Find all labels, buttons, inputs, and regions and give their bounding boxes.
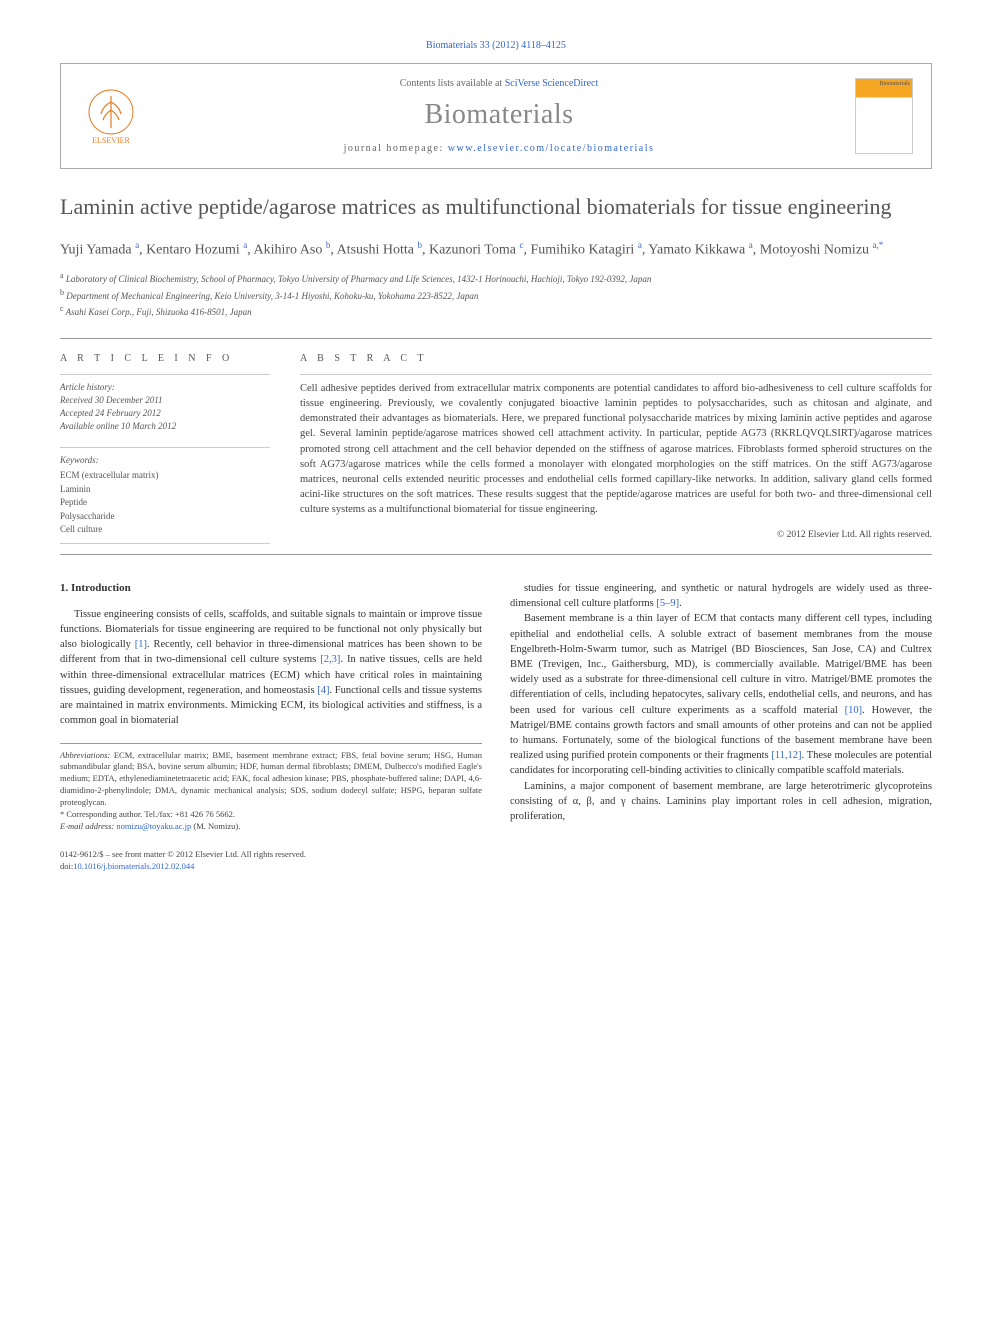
keyword: Peptide — [60, 496, 270, 510]
keyword: ECM (extracellular matrix) — [60, 469, 270, 483]
cover-label: Biomaterials — [879, 81, 910, 87]
abstract-copyright: © 2012 Elsevier Ltd. All rights reserved… — [300, 530, 932, 540]
keywords-block: Keywords: ECM (extracellular matrix) Lam… — [60, 447, 270, 544]
abbreviations-footnote: Abbreviations: ECM, extracellular matrix… — [60, 750, 482, 809]
footnotes: Abbreviations: ECM, extracellular matrix… — [60, 743, 482, 833]
journal-header-box: ELSEVIER Contents lists available at Sci… — [60, 63, 932, 169]
doi-link[interactable]: 10.1016/j.biomaterials.2012.02.044 — [73, 861, 194, 871]
elsevier-logo: ELSEVIER — [79, 80, 143, 152]
sciencedirect-link[interactable]: SciVerse ScienceDirect — [505, 78, 599, 89]
email-suffix: (M. Nomizu). — [191, 821, 240, 831]
info-abstract-row: A R T I C L E I N F O Article history: R… — [60, 353, 932, 544]
section-heading-introduction: 1. Introduction — [60, 581, 482, 597]
article-info-column: A R T I C L E I N F O Article history: R… — [60, 353, 270, 544]
history-received: Received 30 December 2011 — [60, 394, 270, 407]
journal-cover-thumbnail: Biomaterials — [855, 78, 913, 154]
contents-available-line: Contents lists available at SciVerse Sci… — [161, 78, 837, 89]
body-paragraph: Tissue engineering consists of cells, sc… — [60, 607, 482, 729]
copyright-front-matter: 0142-9612/$ – see front matter © 2012 El… — [60, 849, 932, 861]
keyword: Cell culture — [60, 523, 270, 537]
body-columns: 1. Introduction Tissue engineering consi… — [60, 581, 932, 833]
body-paragraph: Basement membrane is a thin layer of ECM… — [510, 611, 932, 778]
email-footnote: E-mail address: nomizu@toyaku.ac.jp (M. … — [60, 821, 482, 833]
keywords-heading: Keywords: — [60, 454, 270, 468]
article-title: Laminin active peptide/agarose matrices … — [60, 193, 932, 221]
abstract-column: A B S T R A C T Cell adhesive peptides d… — [300, 353, 932, 544]
corresponding-email-link[interactable]: nomizu@toyaku.ac.jp — [116, 821, 191, 831]
divider — [60, 554, 932, 555]
body-paragraph: Laminins, a major component of basement … — [510, 779, 932, 825]
history-online: Available online 10 March 2012 — [60, 420, 270, 433]
article-history-block: Article history: Received 30 December 20… — [60, 374, 270, 433]
abbrev-label: Abbreviations: — [60, 750, 110, 760]
elsevier-label: ELSEVIER — [92, 136, 130, 145]
header-center: Contents lists available at SciVerse Sci… — [161, 78, 837, 154]
article-info-label: A R T I C L E I N F O — [60, 353, 270, 364]
body-column-right: studies for tissue engineering, and synt… — [510, 581, 932, 833]
history-heading: Article history: — [60, 381, 270, 394]
abstract-text: Cell adhesive peptides derived from extr… — [300, 374, 932, 518]
email-label: E-mail address: — [60, 821, 116, 831]
history-accepted: Accepted 24 February 2012 — [60, 407, 270, 420]
journal-name: Biomaterials — [161, 99, 837, 131]
abstract-label: A B S T R A C T — [300, 353, 932, 364]
homepage-link[interactable]: www.elsevier.com/locate/biomaterials — [448, 143, 655, 154]
contents-prefix: Contents lists available at — [400, 78, 505, 89]
body-column-left: 1. Introduction Tissue engineering consi… — [60, 581, 482, 833]
citation-line: Biomaterials 33 (2012) 4118–4125 — [60, 40, 932, 51]
keyword: Laminin — [60, 483, 270, 497]
doi-line: doi:10.1016/j.biomaterials.2012.02.044 — [60, 861, 932, 873]
author-list: Yuji Yamada a, Kentaro Hozumi a, Akihiro… — [60, 239, 932, 261]
front-matter-line: 0142-9612/$ – see front matter © 2012 El… — [60, 849, 932, 873]
elsevier-tree-icon — [87, 88, 135, 136]
corresponding-author-footnote: * Corresponding author. Tel./fax: +81 42… — [60, 809, 482, 821]
homepage-prefix: journal homepage: — [344, 143, 448, 154]
divider — [60, 338, 932, 339]
doi-prefix: doi: — [60, 861, 73, 871]
journal-homepage-line: journal homepage: www.elsevier.com/locat… — [161, 143, 837, 154]
body-paragraph: studies for tissue engineering, and synt… — [510, 581, 932, 611]
abbrev-text: ECM, extracellular matrix; BME, basement… — [60, 750, 482, 808]
keyword: Polysaccharide — [60, 510, 270, 524]
affiliations: a Laboratory of Clinical Biochemistry, S… — [60, 270, 932, 320]
